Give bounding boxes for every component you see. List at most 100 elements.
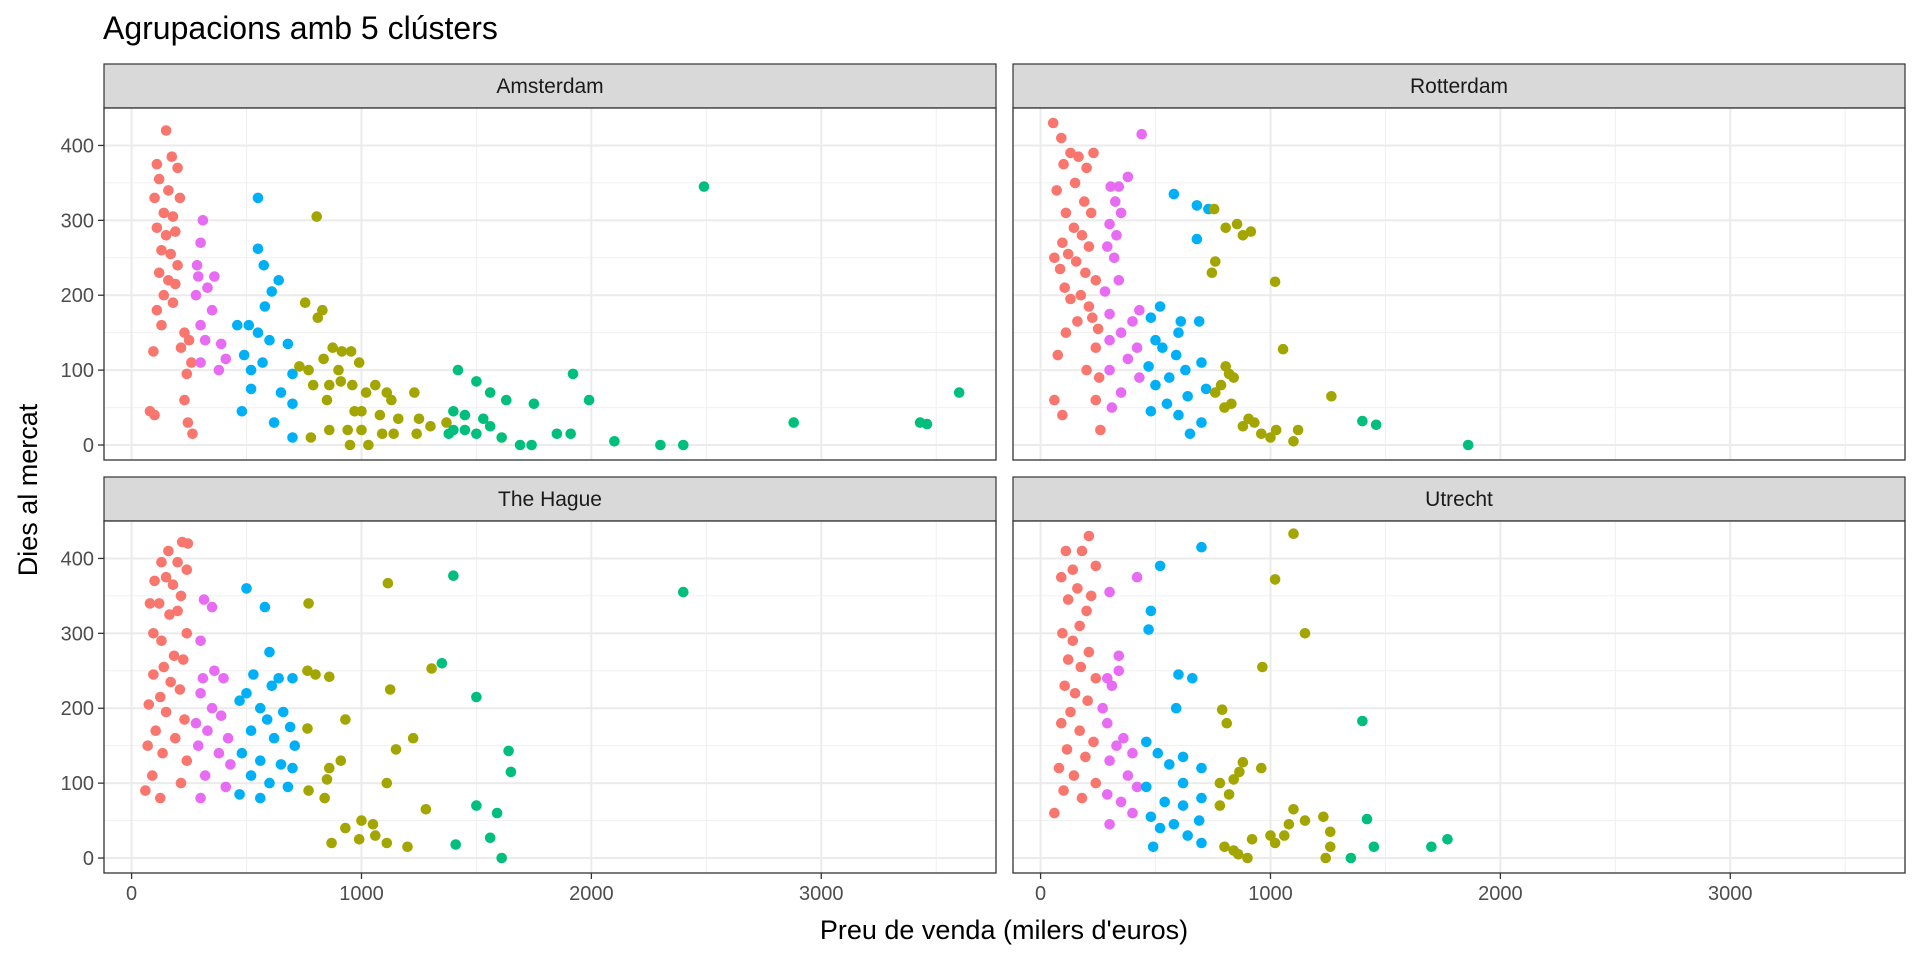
data-point <box>1118 732 1129 744</box>
plot-background <box>1013 108 1905 460</box>
data-point <box>1113 181 1125 192</box>
data-point <box>1196 792 1207 804</box>
data-point <box>241 583 252 594</box>
data-point <box>287 368 298 380</box>
data-point <box>1108 252 1120 264</box>
data-point <box>367 819 379 830</box>
data-point <box>551 428 563 440</box>
facet-strip <box>1012 63 1906 109</box>
facet-strip-label: Rotterdam <box>1410 75 1508 98</box>
data-point <box>170 278 181 290</box>
data-point <box>1104 218 1115 230</box>
data-point <box>505 766 517 778</box>
data-point <box>1090 777 1102 789</box>
data-point <box>1079 196 1090 207</box>
data-point <box>160 230 172 241</box>
y-tick-label: 400 <box>61 548 94 570</box>
y-tick-label: 300 <box>61 210 94 232</box>
data-point <box>1288 804 1299 815</box>
data-point <box>1145 406 1157 417</box>
data-point <box>310 669 321 680</box>
data-point <box>1325 841 1336 853</box>
data-point <box>156 556 167 568</box>
data-point <box>484 387 496 398</box>
data-point <box>303 364 314 376</box>
data-point <box>1049 394 1060 406</box>
data-point <box>1265 432 1276 443</box>
data-point <box>1073 151 1084 162</box>
data-point <box>1214 800 1226 811</box>
data-point <box>384 684 396 695</box>
data-point <box>1161 398 1173 410</box>
data-point <box>356 815 367 826</box>
data-point <box>333 364 344 376</box>
data-point <box>213 364 225 376</box>
x-tick-label: 3000 <box>799 883 844 905</box>
data-point <box>174 192 186 204</box>
data-point <box>459 424 471 436</box>
data-point <box>1256 428 1267 440</box>
data-point <box>1104 755 1115 766</box>
data-point <box>1057 628 1068 639</box>
data-point <box>158 289 170 301</box>
data-point <box>1057 409 1068 421</box>
data-point <box>1175 316 1187 327</box>
data-point <box>179 714 190 725</box>
data-point <box>1104 308 1115 320</box>
x-tick-label: 2000 <box>1478 883 1523 905</box>
facet-strip-label: Utrecht <box>1425 488 1493 511</box>
data-point <box>425 421 436 432</box>
data-point <box>222 732 234 744</box>
data-point <box>471 428 482 440</box>
data-point <box>567 368 579 380</box>
data-point <box>1216 704 1228 715</box>
data-point <box>215 338 227 350</box>
data-point <box>312 312 324 324</box>
x-tick-label: 0 <box>1035 883 1046 905</box>
data-point <box>148 669 159 680</box>
data-point <box>151 222 163 234</box>
data-point <box>413 413 425 425</box>
data-point <box>160 706 172 718</box>
data-point <box>155 792 166 804</box>
data-point <box>443 428 455 440</box>
data-point <box>190 289 202 301</box>
data-point <box>215 710 227 721</box>
data-point <box>1088 147 1099 159</box>
data-point <box>1095 424 1106 436</box>
data-point <box>1113 650 1125 662</box>
data-point <box>1442 834 1453 845</box>
data-point <box>1060 327 1072 339</box>
data-point <box>1159 796 1170 808</box>
data-point <box>1113 665 1125 677</box>
data-point <box>609 436 620 447</box>
data-point <box>376 428 388 440</box>
data-point <box>1257 661 1268 673</box>
data-point <box>257 357 268 368</box>
data-point <box>335 755 347 766</box>
data-point <box>1214 777 1226 789</box>
x-tick-label: 0 <box>126 883 137 905</box>
data-point <box>459 409 471 421</box>
data-point <box>1134 372 1145 383</box>
data-point <box>172 605 183 617</box>
data-point <box>318 353 329 365</box>
chart-title: Agrupacions amb 5 clústers <box>103 10 498 46</box>
data-point <box>181 564 193 575</box>
data-point <box>245 364 257 376</box>
data-point <box>381 837 393 849</box>
data-point <box>1269 837 1281 849</box>
data-point <box>181 628 193 639</box>
data-point <box>363 439 374 451</box>
data-point <box>275 759 287 770</box>
data-point <box>144 598 156 609</box>
data-point <box>344 439 356 451</box>
data-point <box>142 740 153 751</box>
data-point <box>1131 342 1143 354</box>
data-point <box>1426 841 1437 853</box>
data-point <box>273 275 285 286</box>
data-point <box>1059 282 1070 294</box>
data-point <box>167 579 179 590</box>
data-point <box>1088 736 1099 748</box>
data-point <box>1099 286 1111 297</box>
